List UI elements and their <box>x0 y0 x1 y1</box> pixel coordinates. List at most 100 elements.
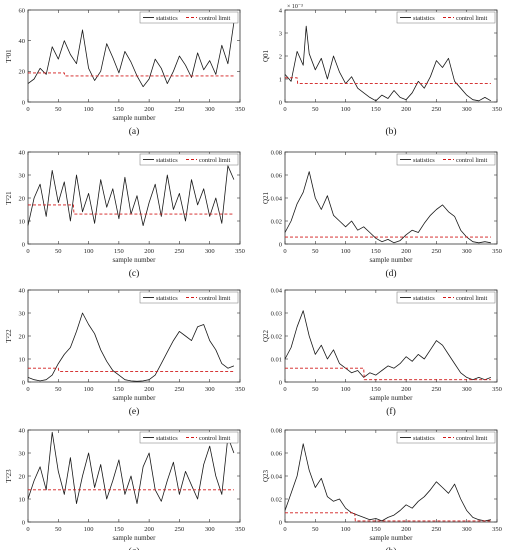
x-tick-label: 300 <box>462 106 472 113</box>
legend-label-control-limit: control limit <box>199 295 231 302</box>
x-tick-label: 250 <box>175 386 185 393</box>
series-line-statistics <box>27 312 235 382</box>
y-tick-label: 0 <box>279 379 282 386</box>
x-tick-label: 200 <box>401 248 411 255</box>
legend: statistics control limit <box>396 291 496 304</box>
x-tick-label: 350 <box>235 248 245 255</box>
series-line-control-limit <box>285 512 491 522</box>
y-tick-label: 20 <box>19 195 26 202</box>
legend-label-control-limit: control limit <box>199 435 231 442</box>
x-tick-label: 100 <box>84 106 94 113</box>
panel-caption: (g) <box>128 546 139 550</box>
legend-label-control-limit: control limit <box>456 157 488 164</box>
x-tick-label: 300 <box>205 526 215 533</box>
y-axis-label: T²22 <box>5 329 13 343</box>
x-tick-label: 50 <box>55 526 62 533</box>
y-tick-label: 60 <box>19 7 26 14</box>
y-axis-label: Q01 <box>262 49 270 62</box>
y-tick-label: 40 <box>19 427 26 434</box>
x-tick-label: 50 <box>312 526 319 533</box>
legend-label-control-limit: control limit <box>456 15 488 22</box>
y-tick-label: 0.08 <box>271 149 282 156</box>
series-line-statistics <box>27 22 235 88</box>
y-tick-label: 30 <box>19 172 26 179</box>
x-tick-label: 300 <box>205 106 215 113</box>
x-tick-label: 0 <box>283 526 286 533</box>
x-tick-label: 250 <box>432 248 442 255</box>
y-tick-label: 0 <box>22 519 25 526</box>
x-tick-label: 100 <box>84 386 94 393</box>
legend: statistics control limit <box>139 11 239 24</box>
x-tick-label: 250 <box>175 248 185 255</box>
plot-frame <box>284 9 498 103</box>
x-tick-label: 350 <box>492 248 502 255</box>
x-tick-label: 150 <box>114 526 124 533</box>
x-tick-label: 150 <box>114 106 124 113</box>
panel-caption: (a) <box>129 126 140 137</box>
x-tick-label: 50 <box>55 248 62 255</box>
x-tick-label: 100 <box>341 248 351 255</box>
x-tick-label: 0 <box>26 106 29 113</box>
legend: statistics control limit <box>139 291 239 304</box>
chart-panel-f: 0 50 100 150 200 250 300 350 0 0.01 0.02 0.03 0.04 sa… <box>262 287 502 417</box>
y-tick-label: 0.06 <box>271 172 283 179</box>
chart-panel-c: 0 50 100 150 200 250 300 350 0 10 20 30 40 sample num… <box>5 149 245 279</box>
y-tick-label: 3 <box>279 30 282 37</box>
y-tick-label: 20 <box>19 333 26 340</box>
x-tick-label: 50 <box>55 106 62 113</box>
x-tick-label: 200 <box>401 106 411 113</box>
y-tick-label: 20 <box>19 69 26 76</box>
y-tick-label: 0.02 <box>271 496 282 503</box>
legend: statistics control limit <box>396 153 496 166</box>
legend-label-statistics: statistics <box>156 15 178 22</box>
y-tick-label: 0.01 <box>271 356 282 363</box>
y-tick-label: 0.04 <box>271 287 283 294</box>
x-tick-label: 350 <box>492 106 502 113</box>
y-tick-label: 10 <box>19 218 26 225</box>
legend-label-control-limit: control limit <box>456 435 488 442</box>
x-tick-label: 350 <box>235 526 245 533</box>
x-tick-label: 250 <box>432 386 442 393</box>
x-tick-label: 350 <box>492 386 502 393</box>
x-tick-label: 150 <box>114 248 124 255</box>
y-tick-label: 40 <box>19 287 26 294</box>
x-tick-label: 50 <box>55 386 62 393</box>
x-axis-label: sample number <box>113 394 157 402</box>
y-axis-label: T²21 <box>5 191 13 205</box>
legend: statistics control limit <box>396 431 496 444</box>
x-tick-label: 200 <box>401 526 411 533</box>
y-tick-label: 0.02 <box>271 218 282 225</box>
y-tick-label: 2 <box>279 53 282 60</box>
chart-panel-e: 0 50 100 150 200 250 300 350 0 10 20 30 40 sample num… <box>5 287 245 417</box>
y-tick-label: 0.08 <box>271 427 282 434</box>
series-line-statistics <box>284 25 492 102</box>
series-line-control-limit <box>285 77 491 85</box>
x-tick-label: 250 <box>432 526 442 533</box>
legend-label-statistics: statistics <box>413 295 435 302</box>
plot-frame <box>27 429 241 523</box>
legend: statistics control limit <box>396 11 496 24</box>
y-exponent-label: × 10⁻³ <box>287 4 303 10</box>
y-tick-label: 10 <box>19 496 26 503</box>
chart-panel-b: 0 50 100 150 200 250 300 350 0 1 2 3 4 × 10⁻³ Q01 (b) st… <box>262 4 502 137</box>
x-tick-label: 100 <box>341 526 351 533</box>
x-tick-label: 250 <box>432 106 442 113</box>
x-tick-label: 50 <box>312 386 319 393</box>
y-tick-label: 10 <box>19 356 26 363</box>
legend-label-statistics: statistics <box>413 157 435 164</box>
series-line-statistics <box>27 431 235 505</box>
x-tick-label: 300 <box>462 526 472 533</box>
y-axis-label: Q22 <box>262 329 270 342</box>
x-axis-label: sample number <box>113 534 157 542</box>
series-line-statistics <box>284 171 491 244</box>
chart-panel-h: 0 50 100 150 200 250 300 350 0 0.02 0.04 0.06 0.08 sa… <box>262 427 502 550</box>
legend: statistics control limit <box>139 153 239 166</box>
y-axis-label: T²23 <box>5 469 13 483</box>
x-tick-label: 250 <box>175 106 185 113</box>
y-tick-label: 40 <box>19 38 26 45</box>
y-tick-label: 0.02 <box>271 333 282 340</box>
legend-label-statistics: statistics <box>413 15 435 22</box>
x-tick-label: 200 <box>144 248 154 255</box>
y-tick-label: 0 <box>279 241 282 248</box>
series-line-statistics <box>284 443 491 522</box>
